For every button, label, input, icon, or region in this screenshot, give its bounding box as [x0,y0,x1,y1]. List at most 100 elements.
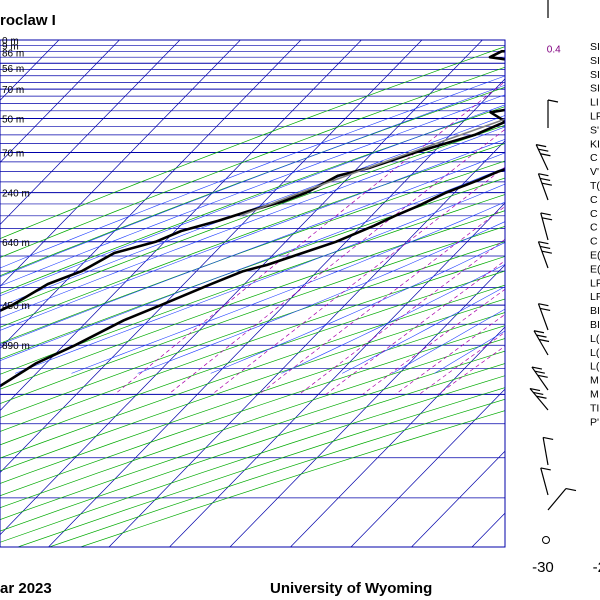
wind-barb [547,0,549,18]
wind-barb-flag [538,173,549,177]
wind-barb-flag [536,334,547,338]
wind-barb [537,241,552,269]
index-label: SI [590,83,600,95]
dry-adiabat-line [0,177,505,360]
mixing-ratio-line [114,81,505,395]
footer-source: University of Wyoming [270,580,432,597]
index-label: BI [590,319,600,331]
wind-barb [533,330,550,356]
index-label: E( [590,263,600,275]
dry-adiabat-line [0,298,505,472]
index-label: C [590,194,598,206]
wind-barb-flag [543,436,554,441]
mixing-ratio-line [168,128,505,395]
moist-adiabat-line [0,167,505,362]
wind-barb-flag [541,182,552,186]
wind-barb-flag [534,370,545,374]
isotherm-line [0,40,362,412]
index-label: SI [590,55,600,67]
index-label: S' [590,124,599,136]
wind-barb [531,366,549,391]
wind-barb [540,467,551,496]
isotherm-line [0,40,423,474]
index-label: SI [590,69,600,81]
wind-barb-flag [538,148,549,152]
wind-barb-staff [542,437,549,466]
sounding-traces [0,49,505,388]
index-label: P' [590,416,599,428]
index-label: LF [590,277,600,289]
dry-adiabat-line [0,325,505,497]
isotherm-line [0,40,241,288]
isotherm-line [0,40,483,536]
wind-barb-staff [547,488,567,511]
dry-adiabat-line [0,46,505,240]
isotherm-line [0,40,302,350]
mixing-ratio-line [325,260,505,395]
wind-barb-flag [541,250,552,254]
mixing-ratio-line [362,288,505,395]
moist-adiabat-line [14,183,505,374]
isotherm-line [411,450,505,547]
index-label: KI [590,138,600,150]
wind-barb [540,212,553,241]
wind-barb-flag [536,144,547,148]
dry-adiabat-line [0,66,505,258]
moist-adiabat-line [0,115,505,307]
isotherm-line [48,78,505,547]
mixing-ratio-line [395,313,505,395]
wind-barb-staff [529,388,549,411]
wind-barb-staff [531,366,549,391]
stability-index-labels: SISISISILILFS'KICV'T(CCCCE(E(LFLFBIBIL(L… [590,41,600,428]
wind-barb-flag [541,217,553,221]
wind-barb-flag [547,99,559,103]
wind-barb-flag [536,395,547,399]
dry-adiabat-line [0,338,505,509]
moist-adiabat-line [137,221,505,374]
wind-barb-staff [535,144,549,171]
wind-barb [529,387,549,411]
index-label: TI [590,402,599,414]
height-label: 70 m [2,148,24,159]
wind-barb-flag [538,338,550,343]
wind-barb [547,487,577,511]
height-label: 0 m [2,36,19,47]
wind-barb [537,173,552,201]
index-label: C [590,152,598,164]
index-label: M [590,375,599,387]
wind-barb-staff [537,303,549,331]
mixing-ratio-line [298,238,505,395]
wind-barb-flag [540,245,551,250]
dew-point-trace [0,49,505,313]
dry-adiabat-line [0,143,505,328]
wind-barb-staff [537,241,549,269]
height-label: 70 m [2,85,24,96]
height-label: 50 m [2,115,24,126]
wind-barb [547,99,559,128]
dry-adiabat-line [0,241,505,419]
dry-adiabat-line [0,312,505,484]
moist-adiabat-line [210,242,505,374]
height-label: 9 m [2,42,19,53]
index-label: LI [590,97,599,109]
isotherm-line [0,40,181,225]
wind-barb-flag [533,330,545,334]
moist-adiabat-line [0,94,505,287]
wind-barb-staff [540,467,549,496]
grid-lines [0,40,505,547]
wind-barb-flag [540,177,551,182]
index-label: T( [590,180,600,192]
isotherm-line [290,326,505,547]
plot-frame [0,39,506,548]
wind-barb-flag [540,467,551,471]
wind-barb-flag [537,374,548,378]
height-label: 450 m [2,301,30,312]
index-label: C [590,208,598,220]
dry-adiabat-line [0,363,505,532]
isotherm-line [471,512,505,547]
isotherm-line [169,202,505,547]
dry-adiabat-line [0,194,505,375]
dry-adiabat-line [0,86,505,277]
chart-title: roclaw I [0,12,56,29]
height-labels: 890 m 450 m 640 m 240 m 70 m 50 m 70 m 56 m 86 m… [2,36,30,352]
